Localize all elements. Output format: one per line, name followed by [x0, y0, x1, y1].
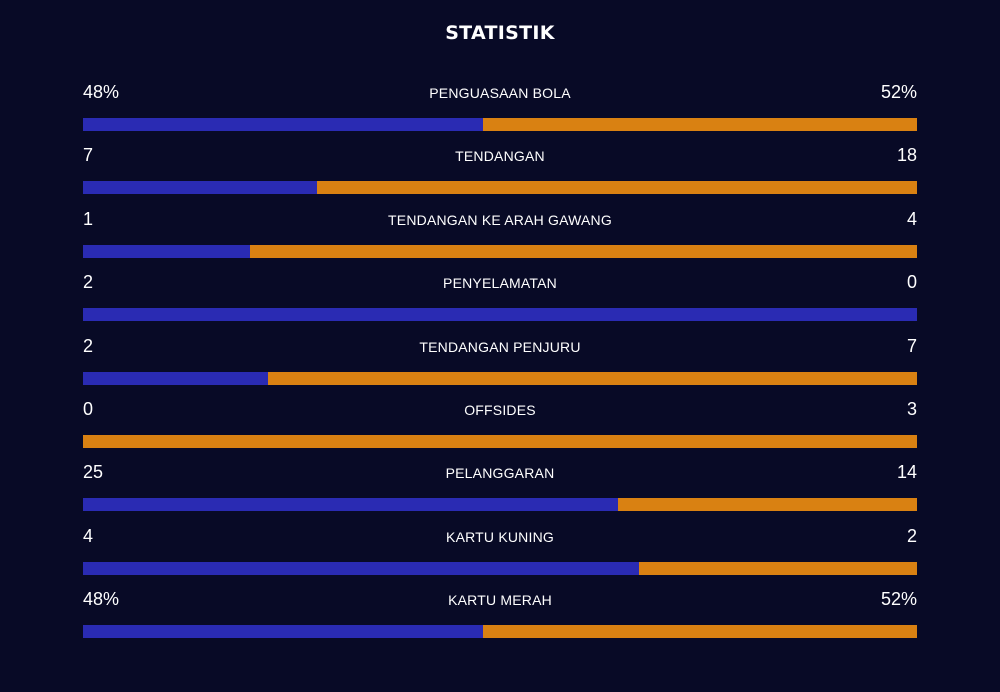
away-bar-segment	[316, 181, 917, 195]
away-bar-segment	[617, 498, 917, 512]
stat-row: 7 TENDANGAN 18	[83, 143, 917, 206]
home-value: 4	[83, 525, 94, 546]
stat-row: 48% PENGUASAAN BOLA 52%	[83, 80, 917, 143]
stat-header: 48% PENGUASAAN BOLA 52%	[83, 80, 917, 108]
stat-label: KARTU KUNING	[446, 528, 554, 545]
stat-label: PELANGGARAN	[445, 465, 555, 482]
stat-label: TENDANGAN KE ARAH GAWANG	[388, 211, 612, 228]
home-bar-segment	[83, 308, 917, 322]
comparison-bar	[83, 244, 917, 258]
stat-row: 1 TENDANGAN KE ARAH GAWANG 4	[83, 207, 917, 270]
away-value: 2	[906, 525, 917, 546]
away-value: 3	[906, 398, 917, 419]
home-value: 2	[83, 272, 94, 293]
away-value: 52%	[880, 589, 917, 610]
stat-header: 0 OFFSIDES 3	[83, 397, 917, 425]
stats-list: 48% PENGUASAAN BOLA 52% 7 TENDANGAN 18 1 TENDAN…	[83, 80, 917, 651]
home-bar-segment	[83, 181, 317, 195]
panel-title: STATISTIK	[445, 22, 555, 44]
away-bar-segment	[639, 561, 917, 575]
stat-header: 2 TENDANGAN PENJURU 7	[83, 334, 917, 362]
stat-row: 48% KARTU MERAH 52%	[83, 587, 917, 650]
home-value: 7	[83, 145, 94, 166]
away-value: 7	[906, 335, 917, 356]
stat-header: 7 TENDANGAN 18	[83, 143, 917, 171]
stat-label: PENYELAMATAN	[443, 275, 557, 292]
stat-label: OFFSIDES	[464, 401, 536, 418]
away-value: 14	[896, 462, 917, 483]
stat-header: 25 PELANGGARAN 14	[83, 460, 917, 488]
stat-header: 2 PENYELAMATAN 0	[83, 270, 917, 298]
stat-header: 4 KARTU KUNING 2	[83, 524, 917, 552]
stat-label: TENDANGAN	[455, 148, 545, 165]
home-bar-segment	[83, 561, 640, 575]
home-bar-segment	[83, 625, 484, 639]
home-bar-segment	[83, 371, 269, 385]
home-value: 25	[83, 462, 104, 483]
stat-row: 2 PENYELAMATAN 0	[83, 270, 917, 333]
home-value: 1	[83, 208, 94, 229]
away-bar-segment	[483, 625, 917, 639]
comparison-bar	[83, 625, 917, 639]
comparison-bar	[83, 434, 917, 448]
home-value: 2	[83, 335, 94, 356]
comparison-bar	[83, 181, 917, 195]
away-value: 52%	[880, 82, 917, 102]
away-bar-segment	[483, 118, 917, 131]
away-value: 4	[906, 208, 917, 229]
comparison-bar	[83, 118, 917, 131]
stat-label: TENDANGAN PENJURU	[419, 338, 581, 355]
away-bar-segment	[268, 371, 917, 385]
home-bar-segment	[83, 118, 484, 131]
comparison-bar	[83, 308, 917, 322]
stat-row: 2 TENDANGAN PENJURU 7	[83, 334, 917, 397]
home-bar-segment	[83, 498, 618, 512]
stat-row: 25 PELANGGARAN 14	[83, 460, 917, 523]
stat-row: 0 OFFSIDES 3	[83, 397, 917, 460]
stat-label: PENGUASAAN BOLA	[429, 85, 571, 101]
comparison-bar	[83, 561, 917, 575]
home-value: 48%	[83, 82, 120, 102]
stat-label: KARTU MERAH	[448, 592, 552, 609]
stat-header: 48% KARTU MERAH 52%	[83, 587, 917, 615]
away-bar-segment	[249, 244, 917, 258]
comparison-bar	[83, 371, 917, 385]
comparison-bar	[83, 498, 917, 512]
stat-row: 4 KARTU KUNING 2	[83, 524, 917, 587]
away-value: 0	[906, 272, 917, 293]
home-value: 0	[83, 398, 94, 419]
stat-header: 1 TENDANGAN KE ARAH GAWANG 4	[83, 207, 917, 235]
away-bar-segment	[83, 434, 917, 448]
home-bar-segment	[83, 244, 250, 258]
away-value: 18	[896, 145, 917, 166]
home-value: 48%	[83, 589, 120, 610]
